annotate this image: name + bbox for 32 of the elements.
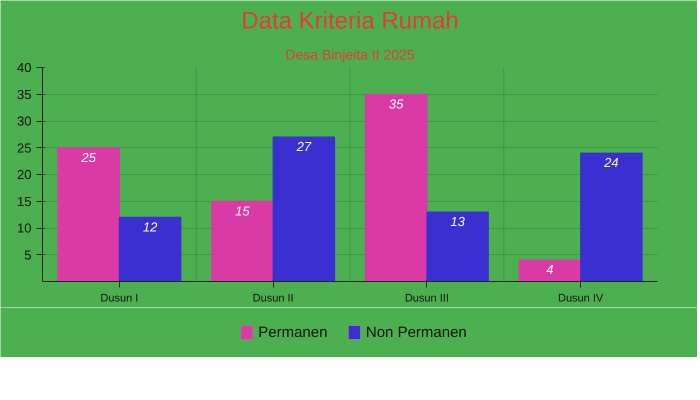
data-label: 12 <box>142 219 158 234</box>
y-tick-label: 25 <box>17 140 32 156</box>
y-tick-label: 20 <box>17 167 32 182</box>
x-tick-label: Dusun I <box>100 292 138 304</box>
y-tick-label: 40 <box>17 60 32 75</box>
x-tick-label: Dusun II <box>252 292 294 304</box>
data-label: 4 <box>546 262 554 278</box>
data-label: 25 <box>80 150 97 165</box>
bar <box>211 200 274 282</box>
data-label: 13 <box>450 214 466 229</box>
bar <box>118 216 182 282</box>
data-label: 35 <box>388 96 404 112</box>
bar <box>426 211 489 282</box>
y-tick-label: 15 <box>17 194 32 209</box>
legend-label: Non Permanen <box>366 324 467 341</box>
legend-label: Permanen <box>258 324 328 341</box>
x-tick-label: Dusun IV <box>558 292 604 304</box>
x-tick-label: Dusun III <box>404 292 449 304</box>
bar <box>518 260 582 282</box>
bar <box>272 136 336 282</box>
y-tick-label: 10 <box>17 220 32 236</box>
chart-title: Data Kriteria Rumah <box>241 8 459 34</box>
data-label: 15 <box>235 203 250 218</box>
bar <box>580 152 643 282</box>
data-label: 24 <box>603 155 619 170</box>
chart-subtitle: Desa Binjeita II 2025 <box>285 46 415 62</box>
bar <box>364 94 428 282</box>
y-tick-label: 30 <box>17 114 32 128</box>
bar <box>57 147 120 282</box>
data-label: 27 <box>296 139 312 154</box>
y-tick-label: 35 <box>17 86 32 102</box>
y-tick-label: 5 <box>24 247 32 262</box>
